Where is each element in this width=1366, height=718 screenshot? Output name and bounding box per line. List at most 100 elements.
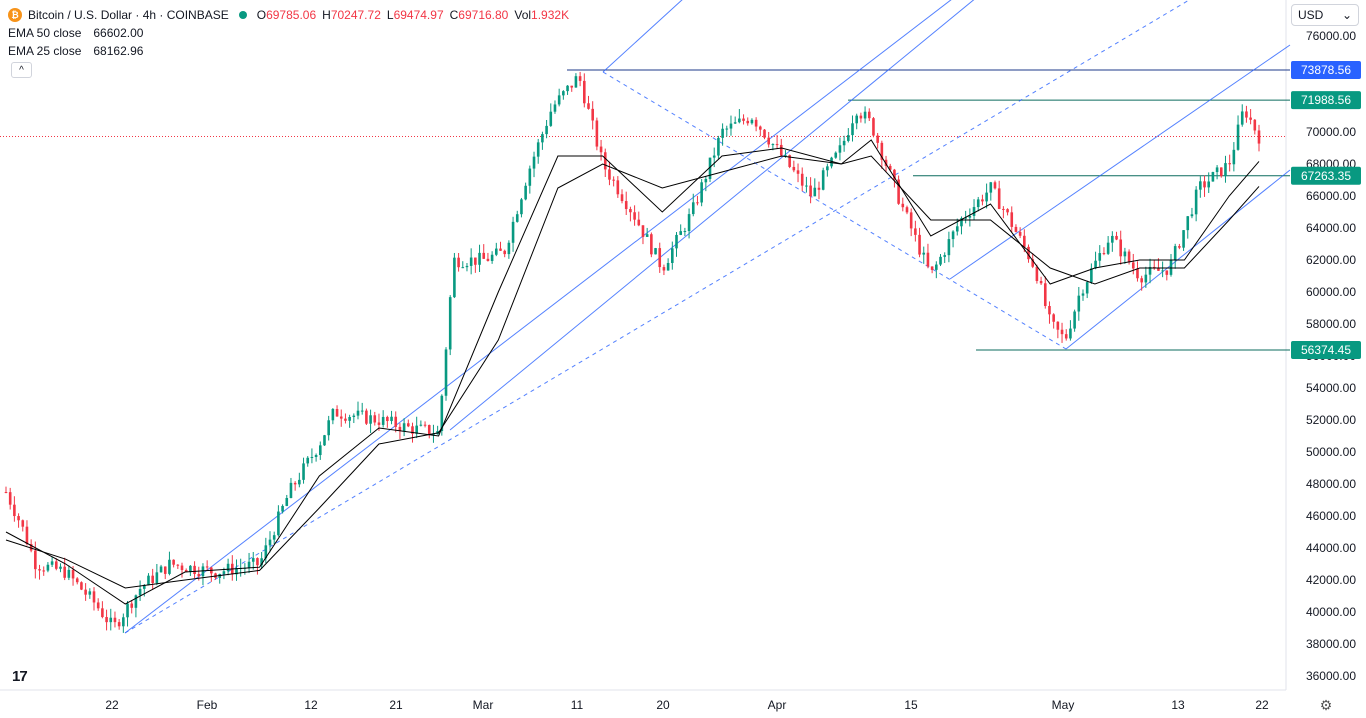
candle-body [398, 426, 402, 432]
candle-body [4, 492, 8, 493]
candle-body [1240, 111, 1244, 125]
y-tick-label: 60000.00 [1306, 285, 1356, 299]
close-label: C [449, 8, 459, 22]
candle-body [930, 266, 934, 270]
candle-body [1127, 251, 1131, 263]
candle-body [1224, 163, 1227, 177]
candle-body [38, 569, 41, 571]
candle-body [742, 118, 745, 121]
candle-body [1023, 235, 1026, 247]
candle-body [633, 212, 636, 220]
candle-body [779, 144, 783, 156]
candle-body [327, 420, 330, 436]
indicator-name: EMA 50 close [8, 26, 82, 40]
candle-body [851, 123, 854, 136]
candle-body [557, 95, 561, 105]
candle-body [729, 123, 733, 129]
symbol-title[interactable]: Bitcoin / U.S. Dollar · 4h · COINBASE [28, 8, 229, 22]
volume-label: Vol [514, 8, 532, 22]
candle-body [310, 456, 314, 458]
candle-body [80, 582, 83, 590]
close-value: 69716.80 [458, 8, 509, 22]
candle-body [411, 426, 414, 434]
candle-body [566, 85, 569, 92]
candle-body [1102, 253, 1106, 255]
candle-body [331, 409, 335, 421]
candle-body [1211, 172, 1215, 182]
x-tick-label: 21 [389, 698, 403, 712]
candle-body [905, 207, 909, 213]
candle-body [964, 217, 967, 219]
candle-body [101, 608, 104, 618]
candle-body [872, 118, 875, 136]
candle-body [88, 591, 92, 595]
candle-body [570, 85, 574, 88]
low-value: 69474.97 [393, 8, 444, 22]
candle-body [474, 257, 477, 265]
candle-body [390, 416, 393, 422]
candle-body [746, 120, 750, 124]
ema-50-line [5, 155, 1260, 589]
candle-body [281, 505, 284, 512]
candle-body [993, 182, 997, 189]
candle-body [1165, 270, 1169, 275]
candle-body [595, 120, 599, 147]
gear-icon[interactable]: ⚙ [1319, 697, 1333, 713]
candle-body [712, 155, 716, 158]
candle-body [717, 137, 720, 156]
candle-body [84, 589, 87, 595]
candle-body [641, 225, 645, 237]
candle-body [503, 250, 506, 255]
candle-body [407, 423, 410, 427]
candle-body [138, 588, 142, 596]
candle-body [884, 159, 888, 166]
currency-select[interactable]: USD ⌄ [1291, 4, 1359, 26]
candle-body [289, 482, 293, 498]
channel-line [449, 0, 975, 431]
candle-body [608, 169, 611, 180]
candle-body [658, 248, 662, 268]
candle-body [876, 135, 879, 143]
indicator-ema25[interactable]: EMA 25 close 68162.96 [8, 42, 569, 60]
candle-body [46, 564, 50, 571]
candle-body [763, 129, 766, 138]
ema-lines [5, 139, 1260, 605]
chart-plot-area [0, 0, 1287, 691]
candle-body [960, 218, 963, 227]
candle-body [939, 256, 942, 265]
tradingview-logo[interactable]: 17 [12, 668, 28, 685]
candle-body [620, 194, 624, 202]
candle-body [788, 155, 791, 167]
candle-body [75, 578, 79, 583]
candle-body [545, 125, 548, 135]
collapse-legend-button[interactable]: ^ [11, 62, 32, 78]
candle-body [704, 178, 708, 183]
x-tick-label: Feb [197, 698, 218, 712]
candle-body [687, 214, 691, 232]
candle-body [419, 424, 423, 426]
candle-body [285, 497, 289, 506]
indicator-ema50[interactable]: EMA 50 close 66602.00 [8, 24, 569, 42]
price-label-badge [1291, 60, 1361, 79]
candle-body [1190, 214, 1194, 217]
candle-body [457, 257, 460, 268]
candle-body [1048, 305, 1051, 315]
candle-body [784, 155, 787, 157]
y-tick-label: 44000.00 [1306, 541, 1356, 555]
candle-body [314, 455, 318, 457]
candle-body [92, 591, 96, 603]
candle-body [113, 617, 117, 623]
y-tick-label: 62000.00 [1306, 253, 1356, 267]
candle-body [1119, 239, 1123, 257]
candle-body [197, 574, 201, 577]
candle-body [666, 263, 670, 271]
candle-body [302, 463, 305, 480]
y-tick-label: 76000.00 [1306, 29, 1356, 43]
candle-body [1161, 270, 1164, 272]
candle-body [637, 219, 641, 226]
candle-body [1236, 124, 1240, 150]
market-status-dot [238, 11, 247, 19]
y-tick-label: 36000.00 [1306, 669, 1356, 683]
candle-body [935, 264, 938, 270]
